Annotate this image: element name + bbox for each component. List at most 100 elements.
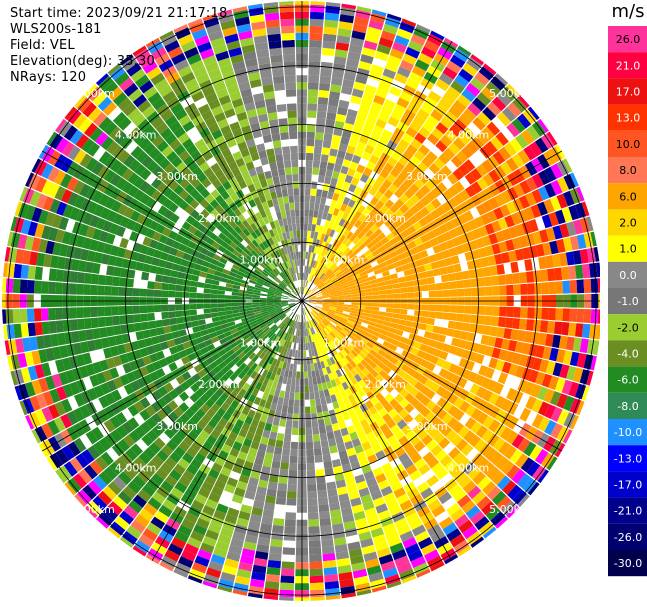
velocity-gate (211, 485, 224, 497)
velocity-gate (515, 223, 526, 237)
velocity-gate (133, 456, 147, 470)
velocity-gate (407, 292, 415, 298)
velocity-gate (381, 462, 393, 473)
velocity-gate (335, 325, 343, 331)
velocity-gate (521, 247, 531, 260)
velocity-gate (392, 549, 407, 561)
velocity-gate (568, 322, 577, 337)
velocity-gate (430, 561, 445, 572)
velocity-gate (309, 568, 323, 577)
velocity-gate (312, 160, 321, 168)
velocity-gate (470, 421, 483, 434)
velocity-gate (156, 408, 168, 420)
velocity-gate (309, 312, 314, 319)
velocity-gate (275, 359, 281, 368)
velocity-gate (290, 385, 296, 393)
velocity-gate (230, 400, 240, 410)
velocity-gate (274, 446, 283, 455)
velocity-gate (450, 434, 463, 447)
velocity-gate (397, 369, 407, 379)
velocity-gate (246, 483, 258, 494)
velocity-gate (500, 190, 512, 204)
velocity-gate (275, 344, 281, 352)
velocity-gate (346, 222, 354, 232)
velocity-gate (309, 299, 317, 301)
velocity-gate (291, 305, 298, 312)
velocity-gate (338, 143, 348, 152)
velocity-gate (368, 275, 377, 281)
velocity-gate (426, 362, 436, 372)
velocity-gate (340, 585, 356, 595)
velocity-gate (404, 403, 415, 414)
velocity-gate (470, 314, 478, 324)
velocity-gate (447, 197, 459, 209)
velocity-gate (400, 287, 408, 293)
velocity-gate (484, 447, 498, 462)
velocity-gate (352, 258, 361, 265)
velocity-gate (232, 589, 248, 596)
velocity-gate (317, 412, 324, 420)
velocity-gate (223, 357, 233, 365)
velocity-gate (425, 191, 437, 202)
velocity-gate (237, 351, 246, 360)
velocity-gate (227, 507, 240, 518)
velocity-gate (561, 266, 570, 280)
velocity-gate (306, 462, 315, 471)
velocity-gate (461, 443, 474, 457)
velocity-gate (510, 329, 519, 341)
velocity-gate (508, 250, 518, 262)
velocity-gate (408, 215, 419, 225)
velocity-gate (199, 393, 210, 404)
velocity-gate (414, 391, 425, 402)
velocity-gate (511, 118, 526, 133)
velocity-gate (403, 219, 413, 229)
velocity-gate (373, 327, 382, 334)
velocity-gate (337, 333, 345, 340)
velocity-gate (330, 214, 337, 223)
velocity-gate (351, 154, 362, 164)
velocity-gate (306, 152, 314, 161)
velocity-gate (557, 409, 570, 425)
velocity-gate (329, 306, 337, 310)
velocity-gate (341, 3, 357, 10)
velocity-gate (481, 429, 494, 443)
velocity-gate (374, 241, 384, 249)
velocity-gate (128, 500, 143, 514)
velocity-gate (303, 279, 305, 287)
velocity-gate (365, 558, 380, 569)
velocity-gate (409, 183, 420, 194)
velocity-gate (390, 110, 403, 121)
velocity-gate (371, 357, 381, 365)
velocity-gate (167, 543, 183, 556)
velocity-gate (319, 82, 331, 91)
velocity-gate (502, 480, 517, 495)
velocity-gate (531, 398, 544, 413)
velocity-gate (287, 484, 297, 492)
velocity-gate (350, 460, 361, 471)
velocity-gate (389, 398, 399, 409)
velocity-gate (293, 406, 299, 414)
velocity-gate (219, 392, 229, 402)
colorbar-tick-label: 8.0 (619, 164, 637, 177)
velocity-gate (457, 163, 470, 176)
velocity-gate (263, 595, 279, 600)
velocity-gate (151, 454, 165, 468)
velocity-gate (414, 189, 426, 200)
velocity-gate (401, 424, 412, 436)
velocity-gate (340, 279, 348, 285)
velocity-gate (445, 239, 455, 249)
velocity-gate (323, 133, 333, 142)
velocity-gate (403, 177, 414, 189)
velocity-gate (354, 320, 362, 326)
velocity-gate (439, 266, 448, 275)
velocity-gate (455, 347, 465, 358)
velocity-gate (276, 432, 285, 441)
velocity-gate (321, 290, 329, 294)
velocity-gate (383, 241, 393, 250)
velocity-gate (348, 252, 356, 260)
velocity-gate (207, 418, 218, 429)
velocity-gate (348, 352, 356, 360)
velocity-gate (413, 341, 422, 350)
velocity-gate (390, 167, 401, 178)
